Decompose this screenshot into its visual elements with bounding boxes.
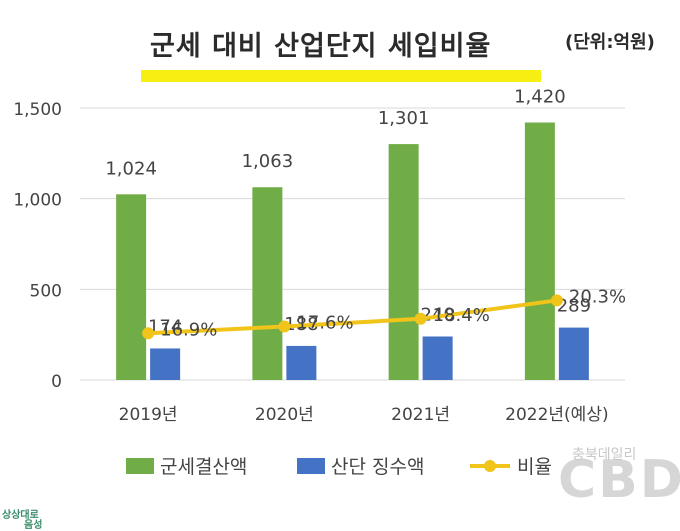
- bar-sandan: [286, 345, 317, 380]
- chart-title: 군세 대비 산업단지 세입비율: [150, 31, 492, 62]
- y-tick-label: 1,500: [13, 100, 62, 120]
- y-tick-label: 500: [30, 281, 62, 301]
- bar-gunse: [388, 144, 419, 380]
- ratio-point: [414, 312, 427, 325]
- x-tick-label: 2021년: [391, 405, 450, 425]
- x-tick-label: 2020년: [255, 405, 314, 425]
- logo-line1: 상상대로: [2, 510, 39, 521]
- bar-gunse-label: 1,024: [105, 158, 157, 179]
- legend-swatch-gunse: [126, 458, 154, 474]
- legend-label-gunse: 군세결산액: [160, 456, 247, 478]
- ratio-point: [550, 294, 563, 307]
- watermark-main: CBD: [558, 450, 680, 510]
- bar-gunse: [116, 194, 147, 380]
- bar-sandan: [150, 348, 181, 380]
- x-tick-label: 2019년: [119, 405, 178, 425]
- logo-line2: 음성: [24, 520, 43, 531]
- ratio-label: 20.3%: [569, 286, 626, 307]
- bar-gunse: [252, 187, 283, 380]
- bar-sandan: [422, 336, 453, 380]
- ratio-label: 17.6%: [296, 313, 353, 334]
- ratio-point: [142, 327, 155, 340]
- bar-gunse-label: 1,063: [242, 151, 294, 172]
- y-tick-label: 1,000: [13, 191, 62, 211]
- ratio-line: [148, 298, 558, 336]
- title-highlight-bar: [141, 70, 541, 82]
- watermark-sub: 충북데일리: [572, 447, 637, 463]
- ratio-point: [278, 320, 291, 333]
- bar-sandan: [558, 327, 589, 380]
- legend-label-ratio: 비율: [517, 456, 552, 478]
- ratio-label: 18.4%: [433, 305, 490, 326]
- legend-swatch-sandan: [297, 458, 325, 474]
- legend-label-sandan: 산단 징수액: [331, 456, 424, 478]
- x-tick-label: 2022년(예상): [505, 405, 608, 425]
- region-logo: 상상대로 음성: [0, 506, 62, 531]
- ratio-label: 16.9%: [160, 319, 217, 340]
- legend-swatch-ratio-dot: [484, 460, 496, 472]
- bar-sandan-label: 289: [557, 296, 591, 317]
- bar-gunse-label: 1,301: [378, 108, 430, 129]
- bar-gunse: [524, 122, 555, 381]
- y-tick-label: 0: [51, 372, 62, 392]
- unit-label: (단위:억원): [565, 32, 655, 53]
- bar-gunse-label: 1,420: [514, 87, 566, 108]
